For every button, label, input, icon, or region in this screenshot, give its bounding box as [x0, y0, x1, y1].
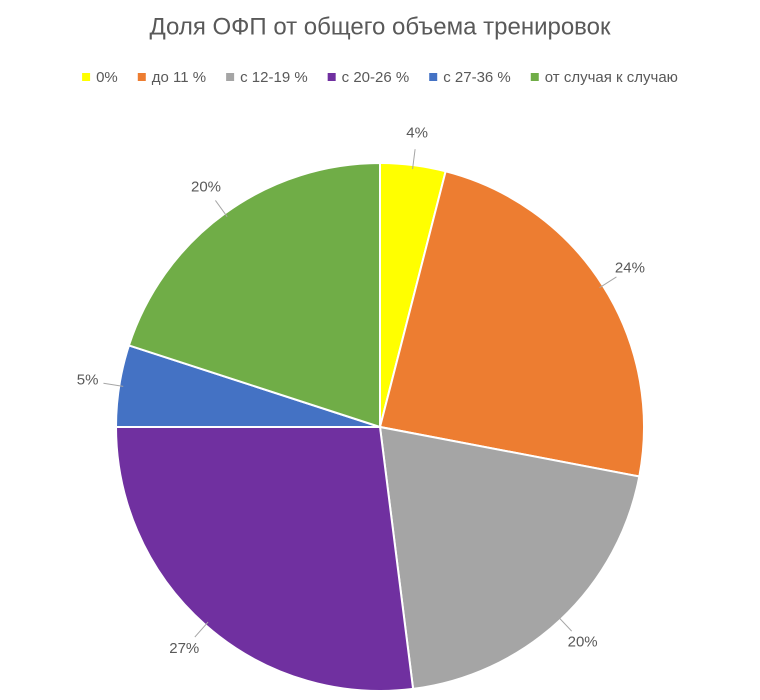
legend-label: с 20-26 %	[342, 69, 410, 86]
legend-swatch	[429, 73, 438, 81]
data-label: 20%	[568, 634, 598, 651]
legend-swatch	[327, 73, 336, 81]
legend-label: с 12-19 %	[240, 69, 308, 86]
legend-label: 0%	[96, 69, 118, 86]
leader-line	[599, 276, 617, 289]
legend-label: от случая к случаю	[545, 69, 678, 86]
legend-label: до 11 %	[152, 69, 206, 86]
leader-line	[557, 616, 573, 632]
data-label: 24%	[615, 259, 645, 276]
legend-swatch	[137, 73, 146, 81]
pie-slice	[114, 426, 415, 692]
data-label: 20%	[191, 178, 221, 195]
leader-line	[412, 149, 416, 170]
data-label: 4%	[406, 124, 428, 141]
chart-title: Доля ОФП от общего объема тренировок	[149, 13, 611, 40]
legend: 0% до 11 % с 12-19 % с 20-26 % с 27-36 % от с…	[82, 69, 678, 86]
legend-swatch	[530, 73, 539, 81]
leader-line	[103, 382, 124, 387]
leader-line	[215, 200, 228, 217]
data-label: 27%	[169, 640, 199, 657]
legend-swatch	[226, 73, 235, 81]
legend-label: с 27-36 %	[443, 69, 511, 86]
data-label: 5%	[77, 372, 99, 389]
legend-swatch	[82, 73, 91, 81]
leader-line	[194, 621, 209, 638]
